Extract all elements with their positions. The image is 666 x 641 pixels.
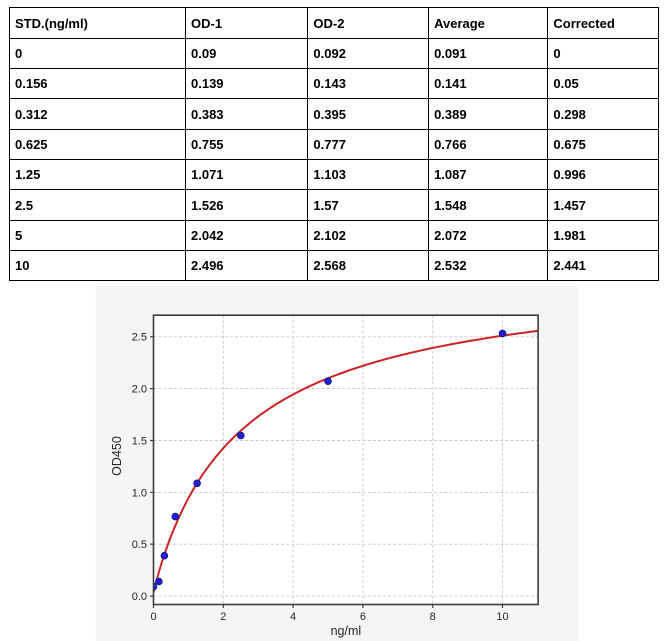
svg-text:2: 2 [220,611,226,623]
svg-text:OD450: OD450 [110,436,124,476]
svg-text:0.5: 0.5 [132,539,147,551]
svg-text:ng/ml: ng/ml [331,624,362,638]
svg-text:10: 10 [496,611,508,623]
svg-text:1.0: 1.0 [132,487,147,499]
svg-text:2.0: 2.0 [132,384,147,396]
svg-text:4: 4 [290,611,296,623]
svg-text:0: 0 [150,611,156,623]
svg-text:8: 8 [430,611,436,623]
svg-text:1.5: 1.5 [132,435,147,447]
svg-text:2.5: 2.5 [132,332,147,344]
svg-text:0.0: 0.0 [132,591,147,603]
svg-text:6: 6 [360,611,366,623]
